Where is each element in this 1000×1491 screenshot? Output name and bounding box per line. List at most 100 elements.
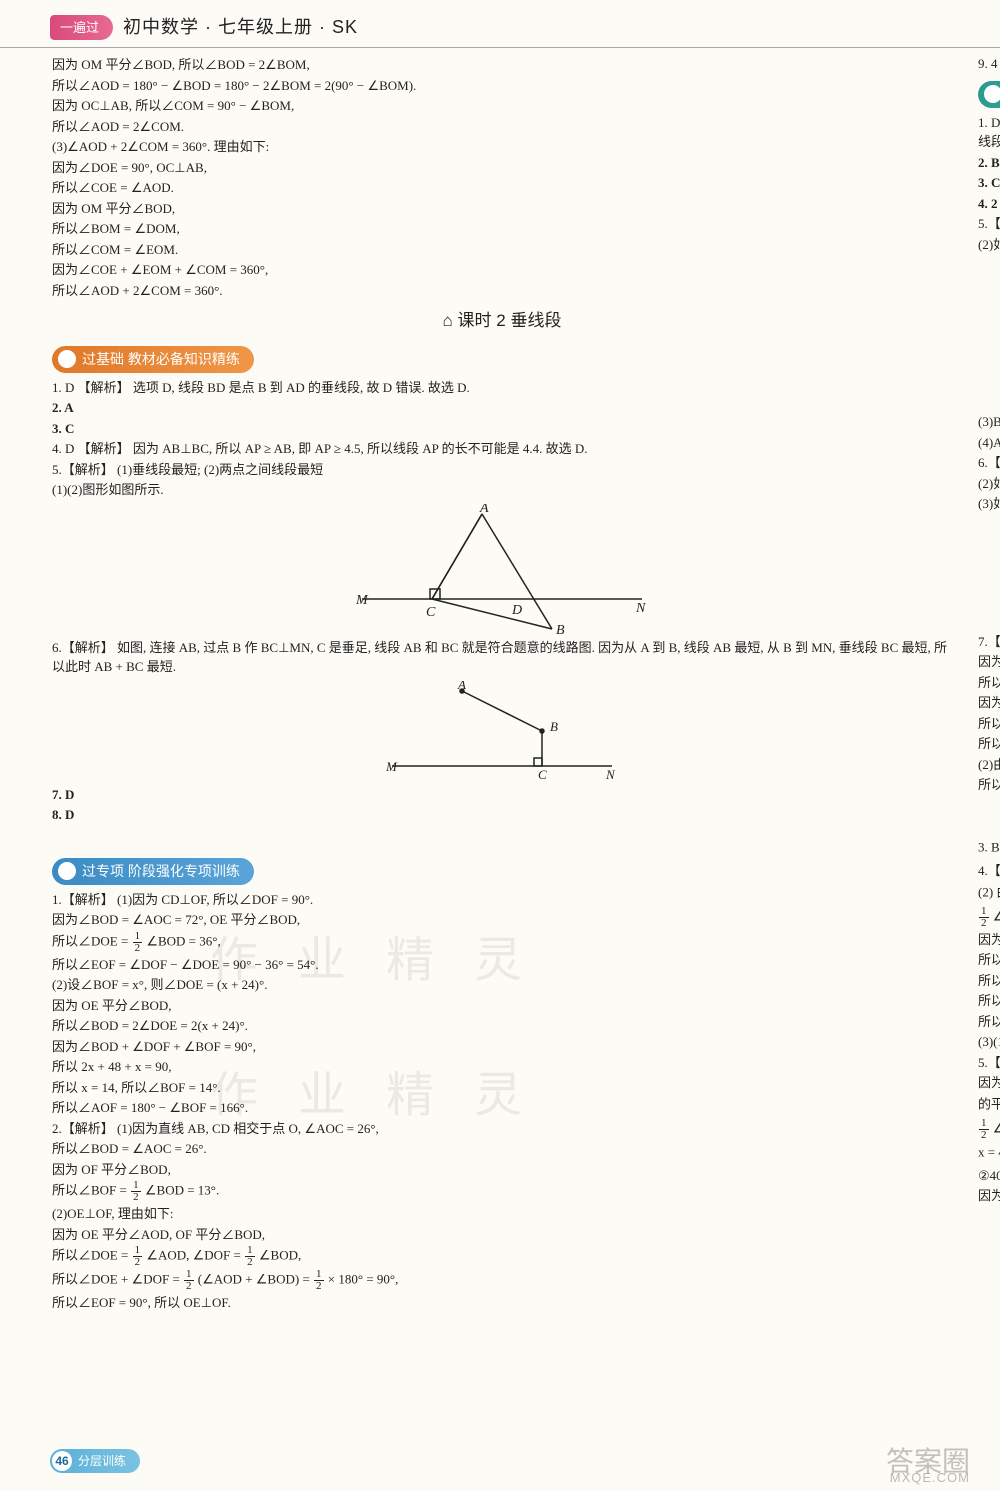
s-q1g: 所以∠BOD = 2∠DOE = 2(x + 24)°.: [52, 1016, 952, 1036]
a-q5c: (3)B AE: [978, 412, 1000, 432]
text-line: 因为 OC⊥AB, 所以∠COM = 90° − ∠BOM,: [52, 96, 952, 116]
label-A2: A: [457, 681, 466, 692]
q3: 3. C: [52, 419, 952, 439]
pill-special: 过专项 阶段强化专项训练: [52, 858, 254, 885]
s-q1c: 所以∠DOE = 12 ∠BOD = 36°,: [52, 931, 952, 954]
s-q2c: 因为 OF 平分∠BOD,: [52, 1160, 952, 1180]
a-q4: 4. 2: [978, 194, 1000, 214]
r2-q5b: 因为∠AOB = 90°, ∠COD = 45°, 设∠AOD = x, 则∠B…: [978, 1073, 1000, 1093]
text-line: (3)∠AOD + 2∠COM = 360°. 理由如下:: [52, 137, 952, 157]
page-header: 一遍过 初中数学 · 七年级上册 · SK: [0, 0, 1000, 48]
pill-special-label: 过专项 阶段强化专项训练: [82, 861, 240, 882]
label-B: B: [556, 623, 565, 634]
q1: 1. D 【解析】 选项 D, 线段 BD 是点 B 到 AD 的垂线段, 故 …: [52, 378, 952, 398]
s-q1b: 因为∠BOD = ∠AOC = 72°, OE 平分∠BOD,: [52, 910, 952, 930]
q8: 8. D: [52, 805, 952, 825]
s-q1f: 因为 OE 平分∠BOD,: [52, 996, 952, 1016]
gear-icon: [984, 85, 1000, 103]
label-M2: M: [385, 759, 398, 774]
label-C2: C: [538, 767, 547, 781]
r2-q4b: (2) 由题意得∠BFE = ∠B′FE = 12 ∠BFB′, ∠CFH = …: [978, 882, 1000, 905]
r-q94: 9. 4 【解析】 点 A 到直线 l₁ 的距离是线段 AB 的长, 为 4.: [978, 54, 1000, 74]
a-q7e: 所以∠BOE = 2∠BOD = 90°,: [978, 714, 1000, 734]
s-q2e: (2)OE⊥OF, 理由如下:: [52, 1204, 952, 1224]
s-q2f: 因为 OE 平分∠AOD, OF 平分∠BOD,: [52, 1225, 952, 1245]
q7: 7. D: [52, 785, 952, 805]
pill-ability: 过能力 学科关键能力构建: [978, 81, 1000, 108]
s-q1e: (2)设∠BOF = x°, 则∠DOE = (x + 24)°.: [52, 975, 952, 995]
label-C: C: [426, 605, 436, 620]
r2-q5e: x = 45° + 12 x, 所以∠EOF = ∠AOE − ∠AOE = 2…: [978, 1142, 1000, 1165]
r2-q5c: 的平分线, 所以∠AOE = 12 ∠AOC = 12 (45° + x), ∠…: [978, 1094, 1000, 1117]
s-q2h: 所以∠DOE + ∠DOF = 12 (∠AOD + ∠BOD) = 12 × …: [52, 1269, 952, 1292]
s-q2g: 所以∠DOE = 12 ∠AOD, ∠DOF = 12 ∠BOD,: [52, 1245, 952, 1268]
a-q6a: 6.【解析】 (1)如图所示, 沿线段 AB 的方向走, 从火车站到码头最近. …: [978, 453, 1000, 473]
diagram-perpendicular-1: A B C D M N: [352, 504, 652, 634]
text-line: 所以∠COM = ∠EOM.: [52, 240, 952, 260]
pill-basic-label: 过基础 教材必备知识精练: [82, 349, 240, 370]
label-M: M: [355, 593, 369, 608]
pill-basic: 过基础 教材必备知识精练: [52, 346, 254, 373]
s-q2b: 所以∠BOD = ∠AOC = 26°.: [52, 1139, 952, 1159]
r2-q3: 3. B 【解析】 因为∠BAF = 60°, 所以∠FAD = 90° − 6…: [978, 837, 1000, 860]
footer-label: 分层训练: [78, 1452, 126, 1470]
text-line: 所以∠AOD + 2∠COM = 360°.: [52, 281, 952, 301]
a-q1: 1. D 【解析】 根据垂线段的定义可知, 线段 AB 表示点 A 到直线 BC…: [978, 113, 1000, 152]
a-q7f: 所以 OE⊥AB.: [978, 734, 1000, 754]
q5b: (1)(2)图形如图所示.: [52, 480, 952, 500]
s-q1i: 所以 2x + 48 + x = 90,: [52, 1057, 952, 1077]
a-q3: 3. CD EF OC OF: [978, 173, 1000, 193]
r2-q5a: 5.【解析】 (1)①22.5: [978, 1053, 1000, 1073]
diagram-perpendicular-2: A B C M N: [382, 681, 622, 781]
r2-q4b2: 12 ∠CFC′.: [978, 906, 1000, 929]
s-q2i: 所以∠EOF = 90°, 所以 OE⊥OF.: [52, 1293, 952, 1313]
s-q1d: 所以∠EOF = ∠DOF − ∠DOE = 90° − 36° = 54°.: [52, 955, 952, 975]
r2-q5f: ②40: [978, 1166, 1000, 1186]
r2-q4a: 4.【解析】 (1)90°: [978, 861, 1000, 881]
page-number: 46: [52, 1451, 72, 1471]
target-icon: [58, 862, 76, 880]
a-q7b: 因为直线 AB, CD 相交于点 O,: [978, 652, 1000, 672]
a-q7g: (2)由(1)知 OE⊥AB, 因为 PO = 10 cm,: [978, 755, 1000, 775]
r2-q5d: 12 ∠BOD = 45° − 12 x, 所以∠EOF = ∠DOF + ∠A…: [978, 1118, 1000, 1141]
r2-q4d: 所以∠BFB′ + ∠B′FC′ + ∠CFC′ = 180°,: [978, 950, 1000, 970]
a-q5a: 5.【解析】 (1)如图所示.: [978, 214, 1000, 234]
header-title: 初中数学 · 七年级上册 · SK: [123, 14, 358, 41]
book-icon: [58, 350, 76, 368]
text-line: 因为 OM 平分∠BOD,: [52, 199, 952, 219]
text-line: 所以∠COE = ∠AOD.: [52, 178, 952, 198]
a-q7a: 7.【解析】 (1)OE⊥AB. 理由如下:: [978, 632, 1000, 652]
a-q5b: (2)如图所示.: [978, 235, 1000, 255]
q4: 4. D 【解析】 因为 AB⊥BC, 所以 AP ≥ AB, 即 AP ≥ 4…: [52, 439, 952, 459]
s-q1j: 所以 x = 14, 所以∠BOF = 14°.: [52, 1078, 952, 1098]
header-tab: 一遍过: [50, 15, 113, 41]
a-q7c: 所以∠BOD = ∠AOC = 45°.: [978, 673, 1000, 693]
r2-q4c: 因为 B, F, C 三点共线,: [978, 930, 1000, 950]
text-line: 所以∠AOD = 2∠COM.: [52, 117, 952, 137]
text-line: 因为∠COE + ∠EOM + ∠COM = 360°,: [52, 260, 952, 280]
a-q7d: 因为 OD 平分∠BOE,: [978, 693, 1000, 713]
s-q1k: 所以∠AOF = 180° − ∠BOF = 166°.: [52, 1098, 952, 1118]
q6: 6.【解析】 如图, 连接 AB, 过点 B 作 BC⊥MN, C 是垂足, 线…: [52, 638, 952, 677]
a-q5d: (4)AE < AF < BF: [978, 433, 1000, 453]
text-line: 所以∠BOM = ∠DOM,: [52, 219, 952, 239]
s-q2a: 2.【解析】 (1)因为直线 AB, CD 相交于点 O, ∠AOC = 26°…: [52, 1119, 952, 1139]
watermark-url: MXQE.COM: [890, 1468, 970, 1488]
text-line: 所以∠AOD = 180° − ∠BOD = 180° − 2∠BOM = 2(…: [52, 76, 952, 96]
text-line: 因为 OM 平分∠BOD, 所以∠BOD = 2∠BOM,: [52, 55, 952, 75]
label-N: N: [635, 601, 646, 616]
label-B2: B: [550, 719, 558, 734]
q5a: 5.【解析】 (1)垂线段最短; (2)两点之间线段最短: [52, 460, 952, 480]
r2-q4e: 所以 2∠BFE + ∠B′FC′ + 2∠CFH = 180°, 即 2∠BF…: [978, 971, 1000, 991]
s-q1h: 因为∠BOD + ∠DOF + ∠BOF = 90°,: [52, 1037, 952, 1057]
label-N2: N: [605, 767, 616, 781]
footer-page: 46 分层训练: [50, 1449, 140, 1473]
r2-q5g: 因为∠AOB = 80°, ∠EOF = 20°, 设∠AOD = x, ∠AO…: [978, 1186, 1000, 1206]
label-A: A: [479, 504, 489, 516]
a-q6b: (2)如图所示, 沿垂线段 BD 的方向走从码头到铁路最近. 理由: 垂线段最短…: [978, 474, 1000, 494]
a-q7h: 所以点 P 到直线 OE 的距离为 10 cm.: [978, 775, 1000, 795]
r2-q4f: 所以∠BFE + ∠CFH = 82°,: [978, 991, 1000, 1011]
label-D: D: [511, 603, 522, 618]
a-q6c: (3)如图所示, 沿线段 AC 的方向走从火车站到河流最近. 理由: 垂线段最短…: [978, 494, 1000, 514]
q2: 2. A: [52, 398, 952, 418]
